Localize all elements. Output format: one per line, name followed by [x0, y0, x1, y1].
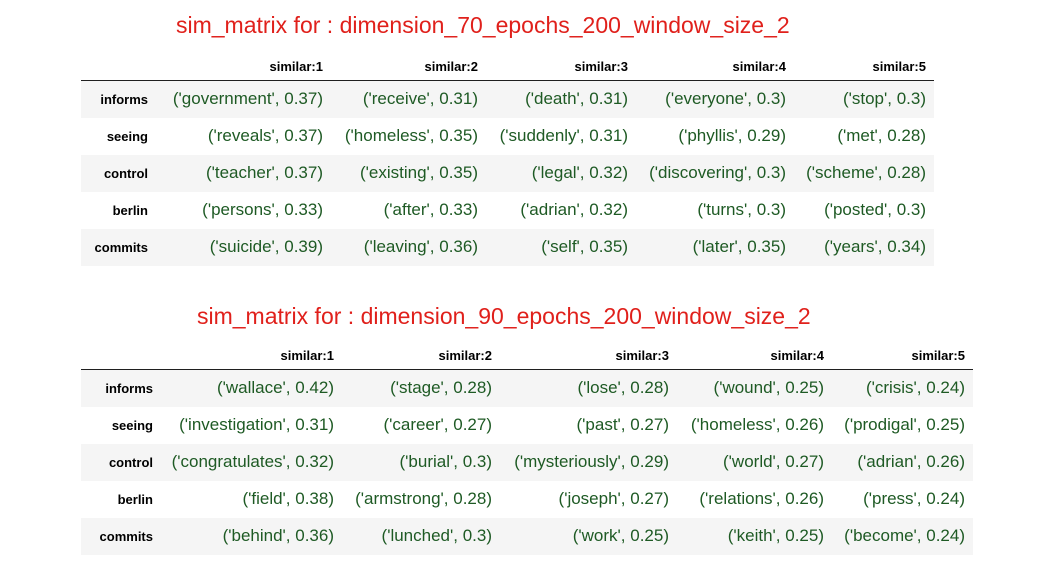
row-label: control	[108, 454, 153, 470]
column-header: similar:1	[154, 53, 331, 81]
table-cell: ('work', 0.25)	[572, 526, 669, 545]
table-cell: ('crisis', 0.24)	[865, 378, 965, 398]
table-cell: ('stop', 0.3)	[842, 89, 926, 109]
table-cell: ('relations', 0.26)	[699, 489, 824, 508]
column-header: similar:3	[486, 53, 636, 81]
index-header	[81, 342, 159, 370]
table-cell: ('government', 0.37)	[172, 89, 323, 109]
row-label: berlin	[112, 202, 148, 218]
table-cell: ('existing', 0.35)	[360, 163, 478, 182]
table-cell: ('adrian', 0.32)	[520, 200, 628, 219]
table-cell: ('mysteriously', 0.29)	[514, 452, 669, 471]
table-row: informs ('wallace', 0.42) ('stage', 0.28…	[81, 369, 973, 407]
table-cell: ('death', 0.31)	[525, 89, 628, 109]
column-header: similar:5	[794, 53, 934, 81]
table-cell: ('stage', 0.28)	[390, 378, 492, 398]
row-label: commits	[99, 528, 153, 544]
table-cell: ('investigation', 0.31)	[179, 415, 334, 434]
row-label: informs	[100, 91, 148, 107]
table-cell: ('later', 0.35)	[692, 237, 786, 256]
table-cell: ('lunched', 0.3)	[381, 526, 492, 545]
table-cell: ('world', 0.27)	[723, 452, 824, 471]
row-label: berlin	[117, 491, 153, 507]
table-cell: ('homeless', 0.35)	[344, 126, 478, 145]
row-label: control	[103, 165, 148, 181]
table-cell: ('behind', 0.36)	[222, 526, 334, 545]
table-cell: ('reveals', 0.37)	[207, 126, 323, 145]
table-cell: ('joseph', 0.27)	[558, 489, 669, 508]
table-cell: ('receive', 0.31)	[362, 89, 478, 109]
table-cell: ('everyone', 0.3)	[665, 89, 786, 109]
table-row: control ('congratulates', 0.32) ('burial…	[81, 443, 973, 481]
table-title: sim_matrix for : dimension_70_epochs_200…	[176, 12, 790, 38]
table-cell: ('homeless', 0.26)	[690, 415, 824, 434]
row-label: seeing	[106, 128, 148, 144]
table-cell: ('press', 0.24)	[863, 489, 965, 508]
table-row: berlin ('field', 0.38) ('armstrong', 0.2…	[81, 480, 973, 518]
column-header: similar:2	[342, 342, 500, 370]
table-cell: ('posted', 0.3)	[824, 200, 926, 219]
column-header: similar:2	[331, 53, 486, 81]
table-cell: ('after', 0.33)	[383, 200, 478, 219]
header-row: similar:1 similar:2 similar:3 similar:4 …	[81, 53, 934, 81]
table-cell: ('suddenly', 0.31)	[499, 126, 628, 145]
header-row: similar:1 similar:2 similar:3 similar:4 …	[81, 342, 973, 370]
table-cell: ('burial', 0.3)	[399, 452, 492, 471]
column-header: similar:5	[832, 342, 973, 370]
table-row: commits ('behind', 0.36) ('lunched', 0.3…	[81, 517, 973, 555]
index-header	[81, 53, 154, 81]
table-cell: ('self', 0.35)	[541, 237, 628, 256]
table-cell: ('met', 0.28)	[837, 126, 926, 145]
table-cell: ('prodigal', 0.25)	[844, 415, 965, 434]
table-cell: ('wallace', 0.42)	[216, 378, 334, 398]
column-header: similar:4	[677, 342, 832, 370]
table-cell: ('suicide', 0.39)	[209, 237, 323, 256]
table-row: commits ('suicide', 0.39) ('leaving', 0.…	[81, 228, 934, 266]
table-row: informs ('government', 0.37) ('receive',…	[81, 80, 934, 118]
column-header: similar:1	[159, 342, 342, 370]
table-cell: ('leaving', 0.36)	[363, 237, 478, 256]
table-title: sim_matrix for : dimension_90_epochs_200…	[197, 303, 811, 329]
table-cell: ('discovering', 0.3)	[649, 163, 786, 182]
table-row: berlin ('persons', 0.33) ('after', 0.33)…	[81, 191, 934, 229]
table-cell: ('become', 0.24)	[844, 526, 965, 545]
table-cell: ('wound', 0.25)	[713, 378, 824, 398]
row-label: informs	[105, 380, 153, 396]
table-row: control ('teacher', 0.37) ('existing', 0…	[81, 154, 934, 192]
table-cell: ('congratulates', 0.32)	[171, 452, 334, 471]
table-cell: ('armstrong', 0.28)	[355, 489, 492, 508]
column-header: similar:4	[636, 53, 794, 81]
table-cell: ('career', 0.27)	[383, 415, 492, 434]
table-cell: ('lose', 0.28)	[577, 378, 669, 398]
table-cell: ('years', 0.34)	[824, 237, 926, 256]
similarity-table: similar:1 similar:2 similar:3 similar:4 …	[81, 53, 934, 266]
table-cell: ('past', 0.27)	[576, 415, 669, 434]
table-cell: ('phyllis', 0.29)	[678, 126, 786, 145]
table-cell: ('turns', 0.3)	[697, 200, 786, 219]
table-row: seeing ('reveals', 0.37) ('homeless', 0.…	[81, 117, 934, 155]
table-cell: ('persons', 0.33)	[202, 200, 323, 219]
row-label: commits	[94, 239, 148, 255]
table-row: seeing ('investigation', 0.31) ('career'…	[81, 406, 973, 444]
row-label: seeing	[111, 417, 153, 433]
table-cell: ('keith', 0.25)	[727, 526, 824, 545]
table-cell: ('scheme', 0.28)	[806, 163, 926, 182]
table-cell: ('field', 0.38)	[242, 489, 334, 508]
table-cell: ('adrian', 0.26)	[857, 452, 965, 471]
column-header: similar:3	[500, 342, 677, 370]
table-cell: ('teacher', 0.37)	[205, 163, 323, 182]
table-cell: ('legal', 0.32)	[531, 163, 628, 182]
similarity-table: similar:1 similar:2 similar:3 similar:4 …	[81, 342, 973, 555]
